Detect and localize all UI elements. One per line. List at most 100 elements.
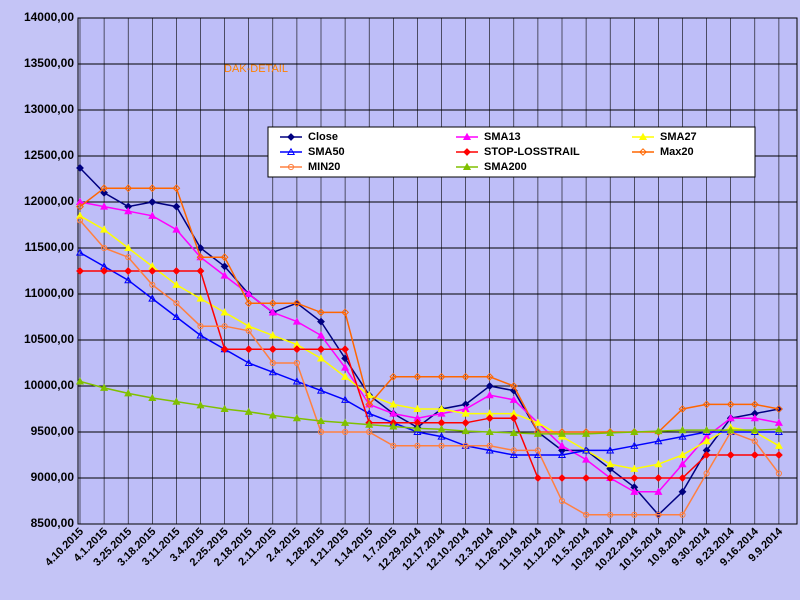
- marker: [75, 211, 85, 219]
- marker: [461, 409, 470, 417]
- series-line: [79, 215, 780, 470]
- marker: [582, 474, 591, 482]
- marker: [220, 271, 229, 279]
- marker: [533, 418, 542, 426]
- marker: [341, 372, 350, 380]
- y-tick-label: 8500,00: [31, 516, 75, 530]
- marker: [124, 275, 133, 284]
- marker: [172, 225, 181, 233]
- legend-label: SMA27: [660, 131, 697, 143]
- marker: [702, 451, 711, 459]
- marker: [172, 184, 181, 193]
- marker: [173, 300, 180, 307]
- marker: [751, 438, 758, 445]
- marker: [244, 289, 253, 298]
- series-line: [79, 251, 779, 456]
- marker: [774, 405, 783, 413]
- marker: [414, 442, 421, 449]
- marker: [630, 464, 639, 472]
- marker: [268, 345, 277, 354]
- y-tick-label: 13500,00: [24, 56, 74, 70]
- marker: [148, 393, 157, 402]
- marker: [389, 409, 398, 417]
- marker: [461, 418, 470, 427]
- marker: [654, 459, 663, 468]
- marker: [100, 267, 109, 275]
- legend-marker: [286, 147, 296, 156]
- marker: [220, 308, 229, 316]
- legend-label: STOP-LOSSTRAIL: [484, 146, 580, 158]
- marker: [461, 426, 470, 435]
- marker: [655, 511, 662, 518]
- marker: [679, 511, 686, 518]
- marker: [124, 206, 133, 215]
- marker: [485, 372, 494, 381]
- marker: [654, 436, 663, 445]
- marker: [268, 299, 277, 308]
- marker: [317, 308, 325, 317]
- marker: [365, 420, 374, 428]
- marker: [268, 331, 277, 339]
- marker: [437, 372, 446, 381]
- series-line: [79, 201, 780, 493]
- marker: [221, 323, 228, 330]
- marker: [509, 450, 518, 459]
- marker: [365, 409, 374, 417]
- marker: [76, 217, 84, 224]
- marker: [510, 447, 517, 454]
- series-line: [79, 380, 779, 435]
- marker: [196, 401, 205, 409]
- marker: [125, 254, 132, 261]
- marker: [148, 198, 157, 206]
- marker: [702, 425, 711, 434]
- marker: [341, 308, 350, 317]
- marker: [316, 331, 326, 339]
- marker: [244, 358, 253, 367]
- marker: [606, 446, 615, 454]
- y-tick-label: 10500,00: [24, 332, 74, 346]
- y-tick-label: 13000,00: [24, 102, 74, 116]
- marker: [750, 400, 759, 409]
- y-tick-label: 9500,00: [31, 424, 75, 438]
- marker: [774, 451, 783, 459]
- marker: [148, 267, 157, 275]
- marker: [557, 441, 567, 449]
- y-tick-label: 12500,00: [24, 148, 74, 162]
- marker: [220, 262, 229, 271]
- marker: [678, 487, 687, 496]
- marker: [148, 294, 157, 302]
- marker: [292, 345, 301, 354]
- marker: [606, 459, 615, 468]
- marker: [750, 413, 759, 422]
- marker: [462, 442, 469, 449]
- marker: [750, 451, 759, 459]
- marker: [292, 413, 301, 422]
- marker: [606, 428, 615, 436]
- legend-marker: [638, 132, 648, 141]
- marker: [631, 511, 638, 518]
- legend-marker: [639, 148, 647, 156]
- marker: [726, 451, 735, 459]
- marker: [703, 470, 710, 477]
- marker: [413, 404, 422, 413]
- marker: [172, 267, 181, 275]
- marker: [582, 455, 591, 463]
- marker: [509, 414, 518, 423]
- marker: [582, 429, 591, 437]
- marker: [244, 407, 253, 415]
- marker: [557, 429, 567, 437]
- marker: [76, 267, 84, 275]
- marker: [726, 425, 735, 434]
- legend-label: Close: [308, 131, 338, 143]
- marker: [558, 497, 566, 505]
- marker: [485, 446, 494, 454]
- marker: [124, 389, 133, 397]
- marker: [437, 425, 446, 433]
- marker: [172, 202, 181, 211]
- marker: [148, 184, 157, 193]
- marker: [630, 428, 639, 436]
- marker: [461, 372, 470, 381]
- marker: [75, 248, 85, 256]
- marker: [606, 464, 615, 473]
- marker: [244, 321, 253, 330]
